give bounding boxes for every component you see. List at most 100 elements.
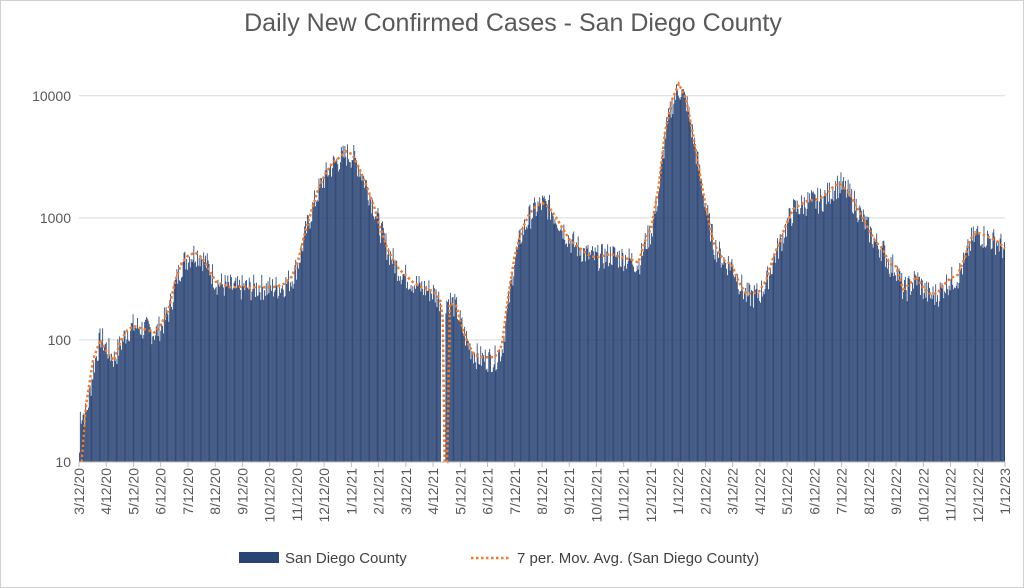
bar: [184, 251, 186, 462]
bar: [686, 96, 688, 463]
bar: [310, 222, 312, 462]
bar: [575, 242, 577, 462]
bar: [165, 307, 167, 462]
x-tick-label: 7/12/22: [834, 468, 850, 515]
bar: [934, 304, 936, 462]
bar: [973, 242, 975, 462]
bar: [162, 325, 163, 462]
bar: [192, 259, 194, 462]
bar: [946, 288, 948, 462]
bar: [122, 341, 124, 462]
bar: [380, 243, 382, 462]
bar: [823, 195, 825, 462]
bar: [728, 263, 730, 462]
bar: [381, 222, 382, 462]
bar: [841, 189, 843, 462]
bar: [169, 300, 171, 462]
bar: [123, 330, 125, 462]
bar: [457, 319, 458, 462]
bar: [354, 150, 356, 463]
bar: [180, 281, 181, 462]
bar: [644, 233, 646, 462]
bar: [587, 244, 589, 462]
bar: [361, 180, 363, 462]
bar: [159, 341, 161, 462]
bar: [652, 219, 654, 462]
bar: [654, 213, 656, 462]
bar: [323, 177, 324, 462]
bar: [924, 282, 926, 462]
bar: [466, 339, 468, 462]
bar: [483, 355, 484, 462]
bar: [834, 190, 836, 462]
bar: [473, 363, 475, 462]
bar: [449, 313, 450, 462]
bar: [201, 259, 203, 462]
bar: [959, 262, 961, 462]
bar: [234, 280, 236, 462]
bar: [743, 299, 744, 462]
bar: [534, 202, 536, 462]
bar: [897, 279, 899, 462]
bar: [410, 285, 412, 462]
bar: [699, 164, 701, 462]
bar: [672, 114, 674, 462]
bar: [291, 281, 293, 462]
bar: [769, 275, 770, 462]
bar: [407, 289, 409, 462]
bar: [946, 274, 947, 462]
bar: [643, 251, 644, 462]
bar: [562, 238, 564, 462]
bar: [409, 289, 411, 462]
bar: [892, 254, 894, 462]
bar: [271, 290, 273, 462]
bar: [866, 219, 868, 462]
bar: [803, 214, 804, 462]
bar: [388, 248, 390, 462]
bar: [846, 189, 848, 462]
bar: [304, 226, 306, 462]
bar: [135, 326, 137, 462]
bar: [617, 251, 618, 462]
bar: [715, 240, 717, 462]
bar: [125, 343, 127, 462]
bar: [967, 239, 969, 462]
bar: [524, 219, 525, 462]
bar: [824, 190, 826, 463]
bar: [523, 234, 525, 462]
bar: [601, 244, 603, 462]
bar: [735, 276, 736, 462]
bar: [222, 284, 223, 462]
bar: [466, 331, 467, 462]
bar: [779, 234, 781, 462]
bar: [436, 307, 438, 462]
bar: [668, 108, 669, 462]
bar: [836, 199, 837, 463]
bar: [467, 340, 469, 462]
bar: [899, 271, 901, 462]
bar: [999, 238, 1001, 462]
bar: [94, 372, 96, 462]
bar: [954, 288, 956, 462]
bar: [296, 279, 298, 462]
bar: [419, 282, 421, 462]
bar: [488, 352, 490, 462]
bar: [526, 228, 528, 462]
bar: [284, 296, 286, 462]
bar: [832, 188, 834, 463]
bar: [382, 227, 384, 462]
bar: [810, 199, 811, 463]
bar: [706, 213, 708, 462]
bar: [386, 259, 388, 462]
bar: [452, 296, 454, 462]
bar: [268, 293, 270, 462]
bar: [375, 216, 377, 462]
bar: [704, 203, 706, 463]
bar: [385, 233, 387, 462]
bar: [623, 271, 625, 462]
x-tick-label: 5/12/21: [452, 468, 468, 515]
bar: [133, 330, 135, 462]
bar: [874, 240, 876, 462]
bar: [737, 289, 739, 462]
